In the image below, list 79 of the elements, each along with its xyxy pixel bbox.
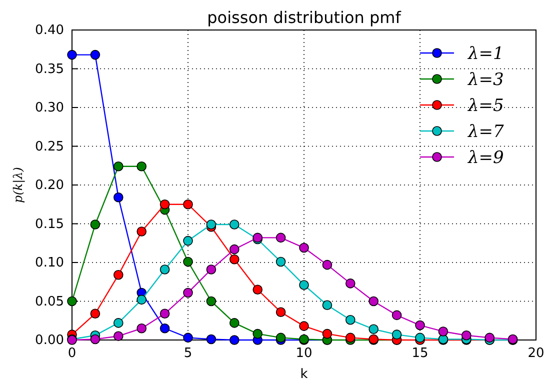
point xyxy=(346,332,356,343)
point xyxy=(160,199,170,210)
point xyxy=(299,321,309,331)
chart-title: poisson distribution pmf xyxy=(207,8,402,27)
point xyxy=(183,199,193,210)
point xyxy=(276,332,286,343)
point xyxy=(299,242,309,253)
point xyxy=(67,50,77,60)
y-tick-label: 0.10 xyxy=(35,256,64,271)
y-tick-label: 0.40 xyxy=(35,23,64,38)
point xyxy=(346,314,356,325)
point xyxy=(230,254,240,264)
point xyxy=(67,296,77,306)
x-tick-label: 0 xyxy=(68,346,76,362)
point xyxy=(136,294,146,305)
y-tick-label: 0.05 xyxy=(35,294,64,310)
point xyxy=(252,328,262,339)
point xyxy=(183,236,193,246)
point xyxy=(114,318,124,328)
point xyxy=(183,256,193,267)
point xyxy=(114,331,124,342)
point xyxy=(136,226,146,236)
point xyxy=(114,162,124,172)
point xyxy=(252,284,262,295)
point xyxy=(438,326,448,336)
point xyxy=(230,244,240,254)
y-tick-label: 0.15 xyxy=(35,216,64,232)
x-tick-label: 10 xyxy=(296,346,312,362)
y-axis-title: p(k|λ) xyxy=(11,166,25,203)
point xyxy=(230,335,240,345)
point xyxy=(114,270,124,280)
point xyxy=(183,288,193,298)
x-axis-title: k xyxy=(300,367,308,382)
point xyxy=(322,260,332,270)
point xyxy=(90,220,100,230)
point xyxy=(90,308,100,319)
point xyxy=(206,296,216,306)
point xyxy=(160,323,170,334)
x-tick-label: 20 xyxy=(528,346,544,362)
point xyxy=(206,334,216,344)
point xyxy=(114,192,124,202)
point xyxy=(90,334,100,344)
point xyxy=(90,50,100,60)
point xyxy=(415,332,425,343)
point xyxy=(183,332,193,343)
point xyxy=(276,256,286,267)
point xyxy=(392,310,402,320)
point xyxy=(392,330,402,340)
point xyxy=(322,328,332,339)
point xyxy=(276,232,286,243)
point xyxy=(484,332,494,343)
y-tick-label: 0.35 xyxy=(35,62,64,77)
point xyxy=(230,318,240,328)
legend-label: λ=1 xyxy=(467,44,504,64)
point xyxy=(230,220,240,230)
point xyxy=(368,296,378,306)
point xyxy=(368,324,378,334)
point xyxy=(206,264,216,274)
legend-label: λ=9 xyxy=(467,148,504,168)
point xyxy=(136,323,146,334)
point xyxy=(346,278,356,288)
x-tick-label: 15 xyxy=(412,346,428,362)
point xyxy=(136,162,146,172)
legend-label: λ=7 xyxy=(467,122,504,142)
point xyxy=(462,330,472,340)
y-tick-label: 0.25 xyxy=(35,139,64,154)
point xyxy=(299,280,309,290)
point xyxy=(322,300,332,310)
point xyxy=(276,307,286,317)
y-tick-label: 0.30 xyxy=(35,100,64,116)
y-tick-label: 0.20 xyxy=(35,178,64,194)
point xyxy=(415,320,425,330)
x-tick-label: 5 xyxy=(184,346,192,362)
legend-label: λ=3 xyxy=(467,70,504,90)
y-tick-label: 0.00 xyxy=(35,333,64,348)
legend-label: λ=5 xyxy=(467,96,504,116)
point xyxy=(160,264,170,274)
point xyxy=(160,308,170,319)
point xyxy=(206,220,216,230)
